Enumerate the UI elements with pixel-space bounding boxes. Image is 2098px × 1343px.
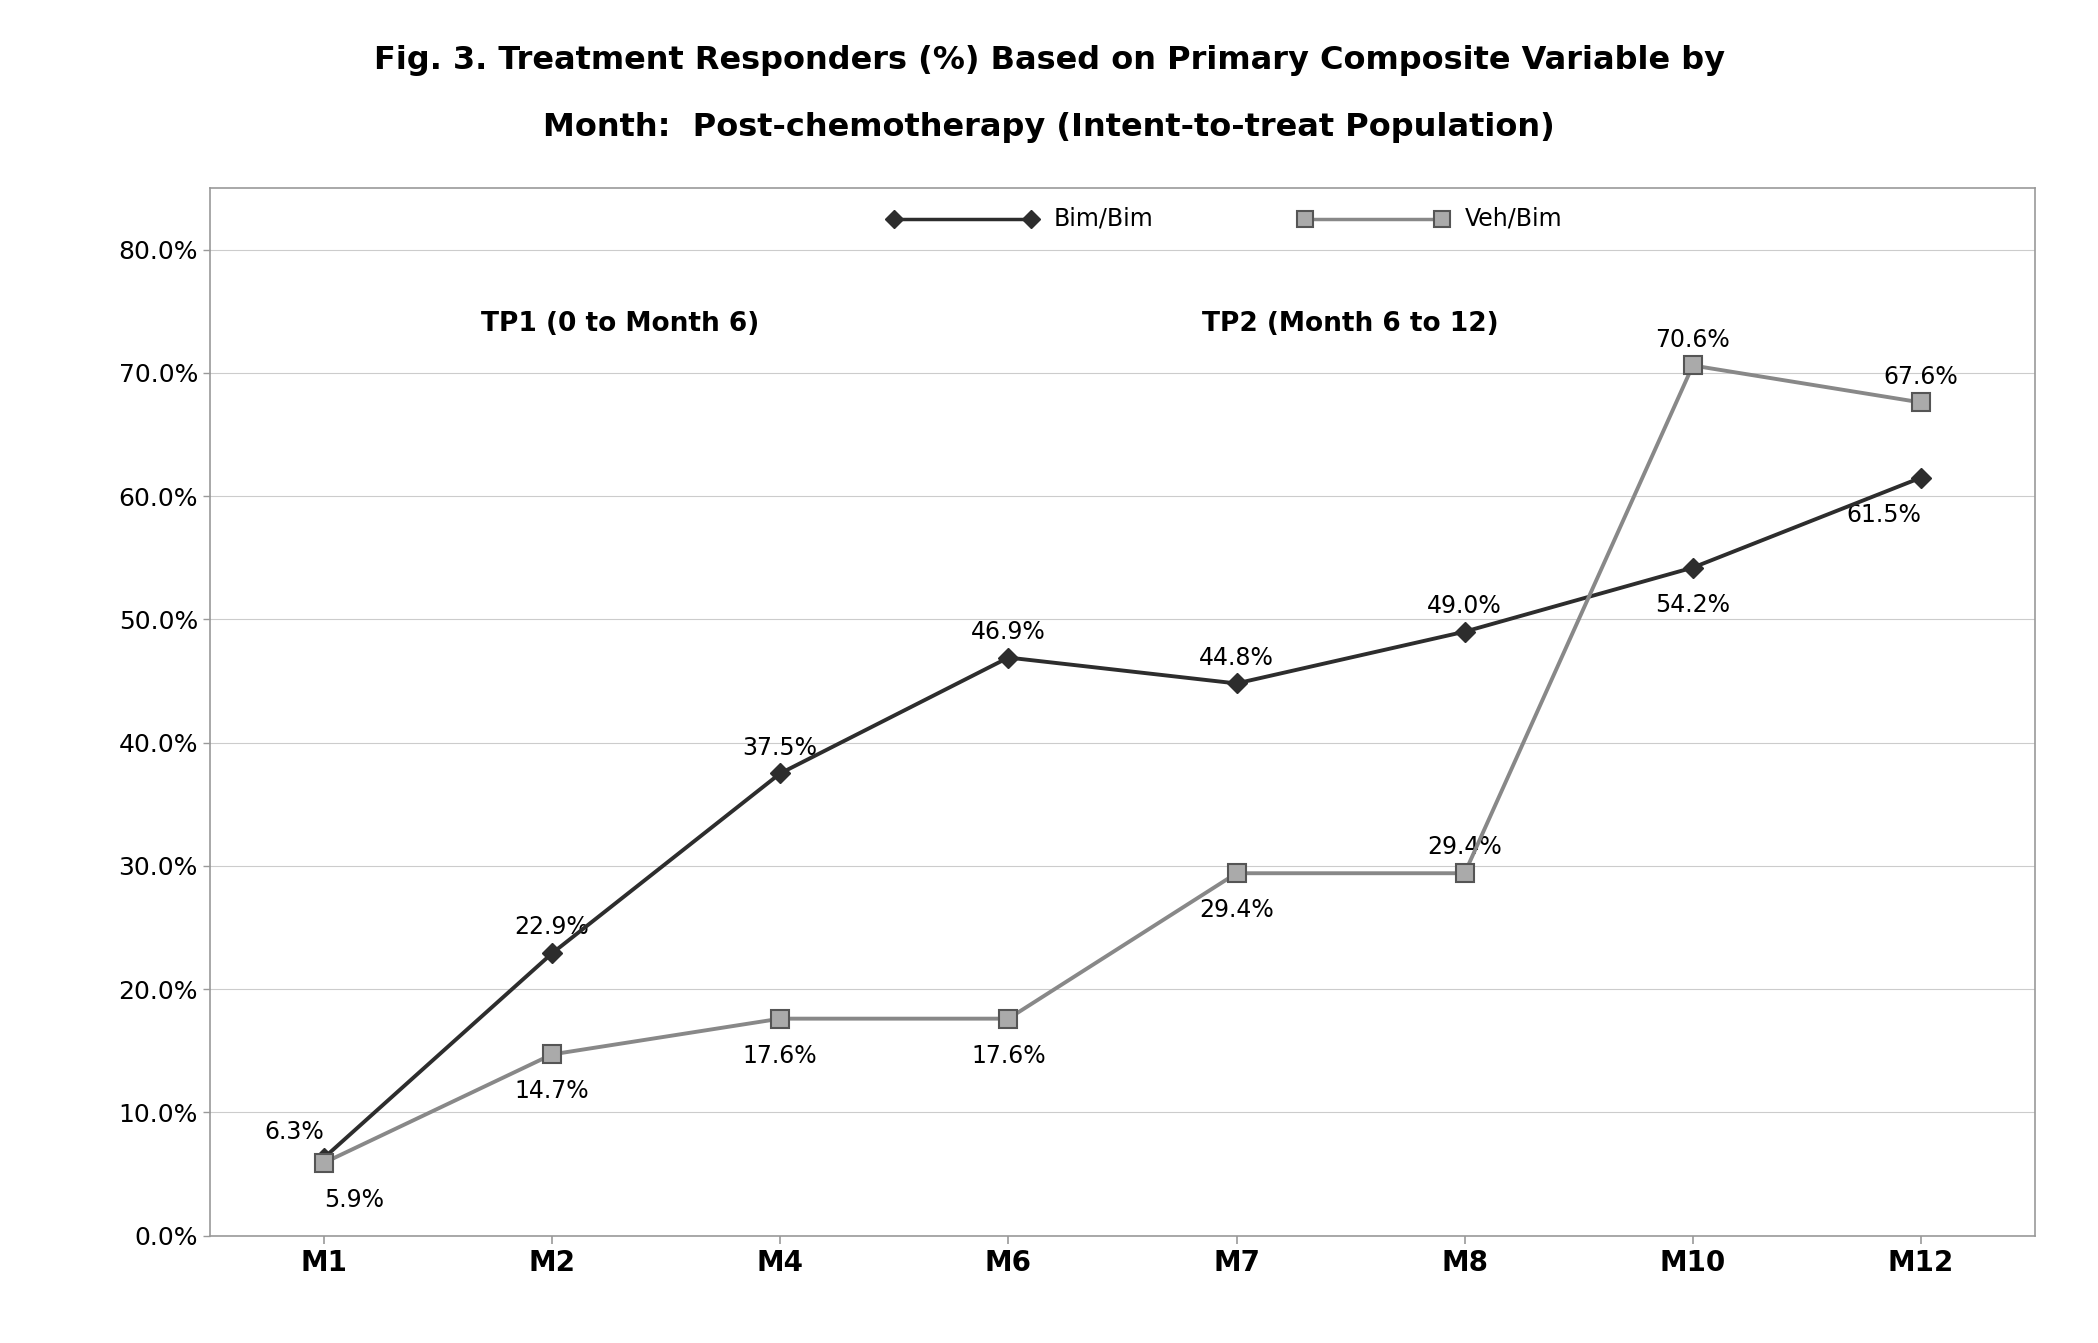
Text: 54.2%: 54.2% xyxy=(1655,592,1731,616)
Text: 67.6%: 67.6% xyxy=(1884,364,1957,388)
Text: 37.5%: 37.5% xyxy=(743,736,818,760)
Text: Fig. 3. Treatment Responders (%) Based on Primary Composite Variable by: Fig. 3. Treatment Responders (%) Based o… xyxy=(373,44,1725,77)
Text: Veh/Bim: Veh/Bim xyxy=(1464,207,1563,231)
Text: 29.4%: 29.4% xyxy=(1200,898,1273,923)
Text: 29.4%: 29.4% xyxy=(1427,835,1502,860)
Text: 49.0%: 49.0% xyxy=(1427,594,1502,618)
Text: Month:  Post-chemotherapy (Intent-to-treat Population): Month: Post-chemotherapy (Intent-to-trea… xyxy=(543,111,1555,144)
Text: TP2 (Month 6 to 12): TP2 (Month 6 to 12) xyxy=(1202,310,1498,337)
Text: 70.6%: 70.6% xyxy=(1655,328,1731,352)
Text: TP1 (0 to Month 6): TP1 (0 to Month 6) xyxy=(480,310,759,337)
Text: 6.3%: 6.3% xyxy=(264,1120,323,1144)
Text: Bim/Bim: Bim/Bim xyxy=(1053,207,1154,231)
Text: 22.9%: 22.9% xyxy=(514,916,590,940)
Text: 44.8%: 44.8% xyxy=(1200,646,1273,670)
Text: 5.9%: 5.9% xyxy=(323,1187,384,1211)
Text: 46.9%: 46.9% xyxy=(971,619,1045,643)
Text: 14.7%: 14.7% xyxy=(514,1080,590,1104)
Text: 17.6%: 17.6% xyxy=(971,1044,1045,1068)
Text: 61.5%: 61.5% xyxy=(1846,502,1922,526)
Text: 17.6%: 17.6% xyxy=(743,1044,818,1068)
